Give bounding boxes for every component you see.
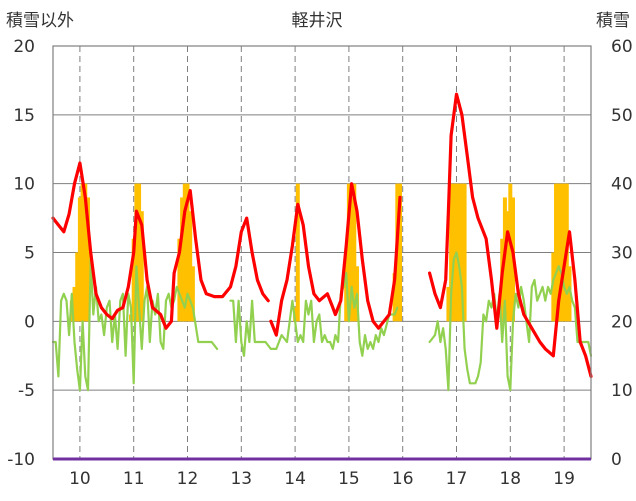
- x-tick-label: 11: [123, 469, 145, 489]
- y-right-tick-label: 50: [611, 106, 633, 126]
- x-tick-label: 19: [553, 469, 575, 489]
- green-line: [428, 251, 593, 392]
- snow-bar: [551, 252, 556, 322]
- red-series: [51, 92, 593, 378]
- snow-bar: [446, 286, 451, 322]
- snow-bar: [131, 238, 136, 322]
- snow-bar: [346, 183, 351, 322]
- snow-bar: [83, 183, 88, 322]
- snow-bar: [77, 197, 82, 322]
- y-left-tick-label: 5: [24, 244, 35, 264]
- snow-bar: [75, 252, 80, 322]
- snow-bar: [508, 183, 513, 322]
- snow-bar: [505, 211, 510, 322]
- snow-bar: [392, 273, 397, 322]
- x-tick-label: 15: [338, 469, 360, 489]
- y-left-tick-label: 0: [24, 312, 35, 332]
- green-line: [229, 272, 399, 357]
- snow-bar: [459, 183, 464, 322]
- snow-bar: [352, 183, 357, 322]
- snow-bar: [562, 183, 567, 322]
- y-right-tick-label: 40: [611, 175, 633, 195]
- right-axis-label: 積雪: [596, 11, 630, 31]
- y-right-tick-label: 0: [611, 450, 622, 470]
- snow-bar: [188, 211, 193, 322]
- left-axis-label: 積雪以外: [6, 11, 74, 31]
- snow-bar: [556, 183, 561, 322]
- y-left-tick-label: 20: [13, 37, 35, 57]
- snow-bar: [80, 183, 85, 322]
- snow-bar: [451, 183, 456, 322]
- snow-bar: [139, 211, 144, 322]
- snow-bar: [182, 183, 187, 322]
- y-right-tick-label: 60: [611, 37, 633, 57]
- snow-bar: [462, 183, 467, 322]
- y-left-tick-label: 15: [13, 106, 35, 126]
- plot-frame: [52, 45, 592, 461]
- red-line: [51, 161, 270, 330]
- y-right-tick-label: 10: [611, 381, 633, 401]
- y-right-tick-label: 30: [611, 244, 633, 264]
- snow-bar: [134, 183, 139, 322]
- snow-bar: [398, 183, 403, 322]
- snow-bar: [559, 183, 564, 322]
- snow-bar: [554, 183, 559, 322]
- snow-bar: [180, 197, 185, 322]
- red-line: [428, 92, 593, 378]
- y-left-tick-label: 10: [13, 175, 35, 195]
- snow-bar: [185, 183, 190, 322]
- snow-bar: [567, 266, 572, 322]
- y-left-tick-label: -10: [7, 450, 35, 470]
- snow-bar: [295, 183, 300, 322]
- x-tick-label: 13: [230, 469, 252, 489]
- snow-bar: [137, 183, 142, 322]
- y-right-tick-label: 20: [611, 312, 633, 332]
- x-tick-label: 17: [446, 469, 468, 489]
- green-series: [51, 251, 593, 392]
- x-tick-label: 16: [392, 469, 414, 489]
- chart-title: 軽井沢: [292, 11, 343, 31]
- y-left-tick-label: -5: [18, 381, 35, 401]
- green-line: [51, 258, 219, 392]
- x-tick-label: 14: [284, 469, 306, 489]
- x-tick-label: 12: [177, 469, 199, 489]
- red-line: [269, 182, 402, 337]
- snow-bar: [85, 197, 90, 322]
- x-tick-label: 18: [499, 469, 521, 489]
- snow-bar: [177, 238, 182, 322]
- snow-bar: [449, 183, 454, 322]
- snow-bar: [72, 286, 77, 322]
- snow-bar: [190, 266, 195, 322]
- snow-bar: [349, 197, 354, 322]
- snow-bar: [457, 183, 462, 322]
- snow-bars: [69, 183, 572, 322]
- x-tick-label: 10: [69, 469, 91, 489]
